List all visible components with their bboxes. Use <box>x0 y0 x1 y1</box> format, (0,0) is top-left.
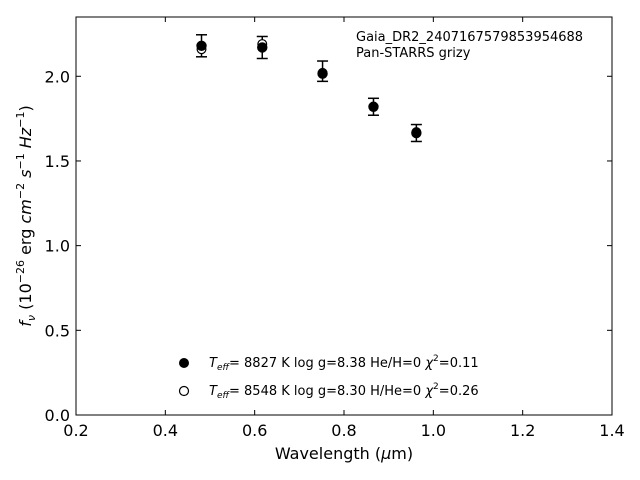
legend-entry-filled: Teff= 8827 K log g=8.38 He/H=0 χ2=0.11 <box>209 354 479 373</box>
legend-marker-filled <box>179 358 189 368</box>
x-tick-label: 0.2 <box>63 421 88 440</box>
x-tick-label: 1.2 <box>510 421 535 440</box>
y-tick-label: 1.0 <box>45 237 70 256</box>
y-tick-label: 0.0 <box>45 406 70 425</box>
y-axis-label: fν (10−26 erg cm−2 s−1 Hz−1) <box>14 105 38 326</box>
model-point-filled <box>257 42 268 53</box>
x-tick-label: 1.4 <box>599 421 624 440</box>
legend-entry-open: Teff= 8548 K log g=8.30 H/He=0 χ2=0.26 <box>209 382 479 401</box>
x-tick-label: 0.6 <box>242 421 267 440</box>
legend: Teff= 8827 K log g=8.38 He/H=0 χ2=0.11 T… <box>178 354 479 401</box>
annotation-survey: Pan-STARRS grizy <box>356 46 471 61</box>
model-point-filled <box>368 101 379 112</box>
y-tick-label: 0.5 <box>45 321 70 340</box>
x-tick-label: 0.8 <box>331 421 356 440</box>
y-tick-label: 2.0 <box>45 67 70 86</box>
data-markers <box>196 39 422 139</box>
model-point-filled <box>196 40 207 51</box>
x-tick-label: 0.4 <box>153 421 178 440</box>
axis-tick-labels: 0.2 0.4 0.6 0.8 1.0 1.2 1.4 0.0 0.5 1.0 1.5 2.0 <box>45 67 625 440</box>
x-axis-label: Wavelength (μm) <box>275 444 413 463</box>
annotation-object-id: Gaia_DR2_2407167579853954688 <box>356 30 583 45</box>
y-tick-label: 1.5 <box>45 152 70 171</box>
model-point-filled <box>317 68 328 79</box>
axis-ticks <box>75 17 613 416</box>
model-point-filled <box>411 127 422 139</box>
x-tick-label: 1.0 <box>421 421 446 440</box>
legend-marker-open <box>178 385 190 397</box>
